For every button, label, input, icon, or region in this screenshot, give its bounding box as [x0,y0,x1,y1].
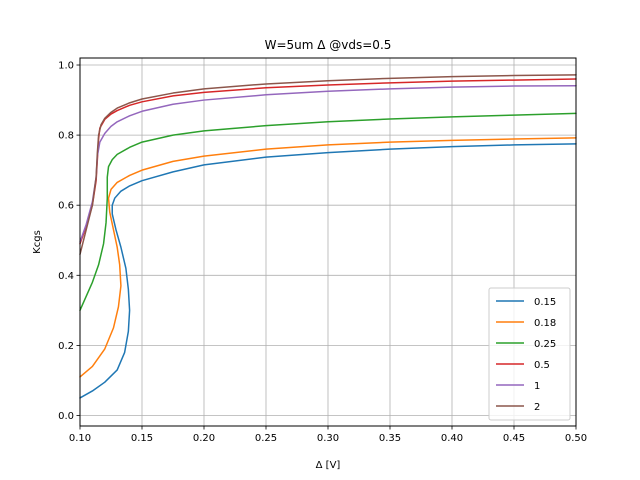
x-tick-label: 0.40 [441,433,463,444]
y-tick-label: 0.6 [58,201,74,212]
series-line-5 [79,74,577,256]
ticks: 0.10 0.15 0.20 0.25 0.30 0.35 0.40 0.45 0.50 0.0 0… [58,61,587,444]
y-axis-label: Kcgs [32,230,43,254]
y-tick-label: 0.4 [58,271,74,282]
chart-title: W=5um Δ @vds=0.5 [265,38,392,52]
legend-box [488,287,571,421]
y-tick-label: 0.2 [58,341,74,352]
series-line-1 [79,137,577,378]
x-tick-label: 0.20 [193,433,215,444]
series-lines [79,74,577,399]
x-tick-label: 0.50 [565,433,587,444]
legend: 0.15 0.18 0.25 0.5 1 2 [488,287,571,421]
legend-label: 2 [534,402,540,413]
y-tick-label: 1.0 [58,61,74,72]
x-tick-label: 0.30 [317,433,339,444]
y-tick-label: 0.8 [58,131,74,142]
legend-label: 0.5 [534,360,550,371]
legend-label: 0.15 [534,297,556,308]
legend-label: 0.25 [534,339,556,350]
x-tick-label: 0.45 [503,433,525,444]
x-tick-label: 0.35 [379,433,401,444]
y-tick-label: 0.0 [58,411,74,422]
x-tick-label: 0.15 [131,433,153,444]
x-tick-label: 0.25 [255,433,277,444]
legend-label: 0.18 [534,318,556,329]
x-axis-label: Δ [V] [316,460,341,471]
series-line-2 [79,112,577,312]
x-tick-label: 0.10 [69,433,91,444]
legend-label: 1 [534,381,540,392]
series-line-0 [79,143,577,399]
